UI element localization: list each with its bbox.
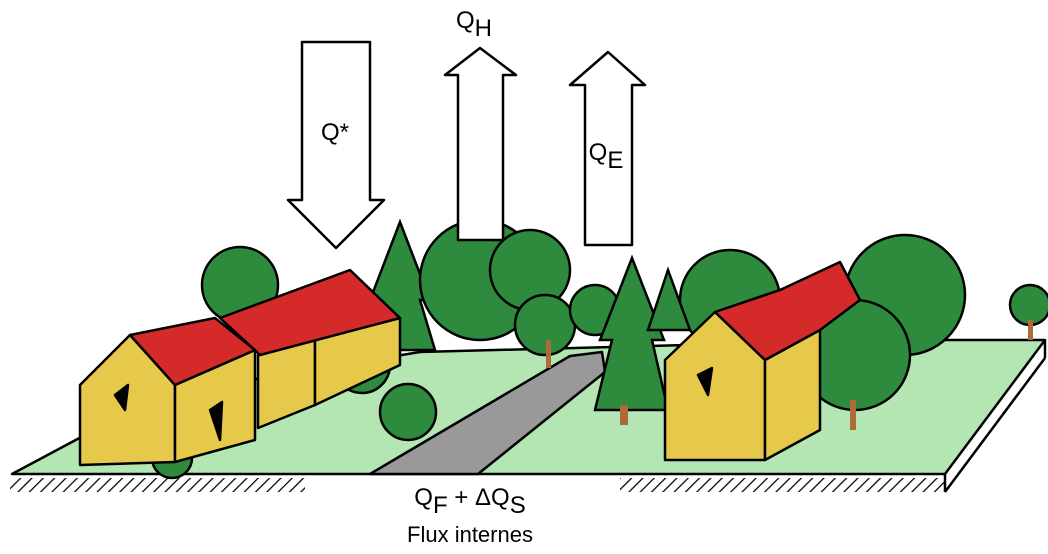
soil-hatch xyxy=(10,478,305,492)
label-q-e: QE xyxy=(589,139,624,174)
subscript: S xyxy=(510,492,526,519)
symbol: Q xyxy=(589,139,608,166)
arrow-q-e xyxy=(568,50,647,247)
arrow-q-star xyxy=(286,40,386,250)
subscript: H xyxy=(475,15,492,42)
label-q-star: Q* xyxy=(321,119,349,146)
trees xyxy=(150,218,1048,480)
trunks xyxy=(546,320,1033,430)
subscript: F xyxy=(433,492,448,519)
left-houses xyxy=(78,268,402,467)
soil-hatch xyxy=(620,478,945,492)
right-house xyxy=(663,260,862,462)
symbol: Q xyxy=(414,484,433,511)
label-q-h: QH xyxy=(456,7,492,42)
arrow-q-h xyxy=(443,46,518,242)
label-storage: QF + ΔQS xyxy=(414,484,525,519)
caption: Flux internes xyxy=(407,522,533,547)
symbol: + ΔQ xyxy=(448,484,510,511)
subscript: E xyxy=(607,147,623,174)
road xyxy=(368,350,607,476)
symbol: Q xyxy=(456,7,475,34)
